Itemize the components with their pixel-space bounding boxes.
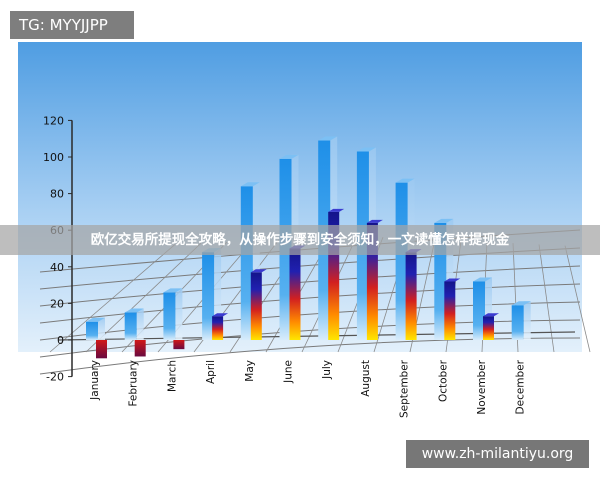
y-tick-label: 80	[50, 188, 64, 201]
bar-series2	[444, 281, 456, 340]
bar-side	[485, 277, 492, 340]
floor-grid-line	[39, 337, 581, 375]
bar-side	[252, 182, 260, 340]
y-tick-label: 0	[57, 334, 64, 347]
bar-series2	[289, 248, 301, 340]
floor-grid-line	[39, 319, 581, 358]
bar-series2	[134, 340, 146, 357]
bar-top	[366, 219, 383, 223]
website-watermark: www.zh-milantiyu.org	[406, 440, 589, 468]
telegram-tag: TG: MYYJJPP	[10, 11, 134, 39]
bar-series2	[328, 211, 340, 340]
headline-banner: 欧亿交易所提现全攻略，从操作步骤到安全须知，一文读懂怎样提现金	[0, 225, 600, 255]
x-category-label: July	[321, 360, 333, 380]
floor-grid-radial	[49, 244, 176, 353]
floor-grid-radial	[564, 245, 591, 353]
x-category-label: April	[205, 360, 217, 384]
bar-top	[444, 278, 461, 282]
x-category-labels: January February March April May June July Augu…	[89, 359, 527, 418]
bar-top	[318, 136, 338, 141]
bar-side	[136, 308, 144, 340]
x-category-label: January	[89, 360, 101, 401]
bar-top	[395, 178, 415, 183]
bar-series1	[202, 252, 215, 340]
bar-series2	[405, 252, 417, 340]
y-tick-label: 40	[50, 261, 64, 274]
bar-series1	[124, 312, 137, 340]
floor-grid-radial	[538, 244, 555, 353]
bar-side	[175, 288, 183, 340]
bar-top	[212, 313, 229, 317]
bar-side	[523, 301, 531, 340]
bar-top	[328, 208, 345, 212]
x-category-label: October	[437, 359, 449, 402]
x-category-label: May	[244, 360, 256, 382]
floor-grid-line	[39, 283, 581, 324]
x-category-label: August	[360, 360, 372, 397]
bar-series1	[473, 281, 485, 340]
x-category-label: June	[283, 360, 295, 384]
bar-series1	[163, 292, 176, 340]
y-tick-label: 120	[43, 114, 64, 127]
y-tick-label: 20	[50, 297, 64, 310]
x-category-label: December	[515, 359, 527, 414]
bar-top	[250, 269, 267, 273]
bar-side	[214, 248, 222, 340]
bar-series2	[250, 272, 262, 340]
lower-background	[18, 352, 582, 430]
bar-top	[511, 301, 531, 306]
bar-series1	[240, 186, 253, 340]
bar-top	[356, 147, 376, 152]
bar-series2	[173, 340, 185, 350]
bar-side	[98, 317, 105, 340]
x-category-label: September	[399, 359, 411, 418]
y-tick-label: 100	[43, 151, 64, 164]
x-category-label: March	[166, 360, 178, 392]
bar-series2	[483, 316, 494, 340]
bar-series2	[212, 316, 224, 340]
bar-series2	[366, 222, 378, 340]
bar-top	[86, 317, 105, 322]
bar-top	[483, 313, 499, 317]
y-tick-label: -20	[46, 371, 64, 384]
floor-grid-radial	[85, 242, 202, 353]
bar-series2	[96, 340, 107, 359]
floor-grid-line	[39, 301, 581, 341]
bar-series1	[511, 305, 524, 340]
bar-top	[434, 218, 454, 223]
x-category-label: November	[476, 359, 488, 414]
x-category-label: February	[128, 360, 140, 407]
bar-top	[279, 154, 299, 159]
bar-series1	[395, 182, 408, 340]
bar-top	[163, 288, 183, 293]
bar-series1	[86, 321, 98, 340]
bar-top	[473, 277, 492, 282]
bar-top	[124, 308, 144, 313]
bar-top	[240, 182, 260, 187]
